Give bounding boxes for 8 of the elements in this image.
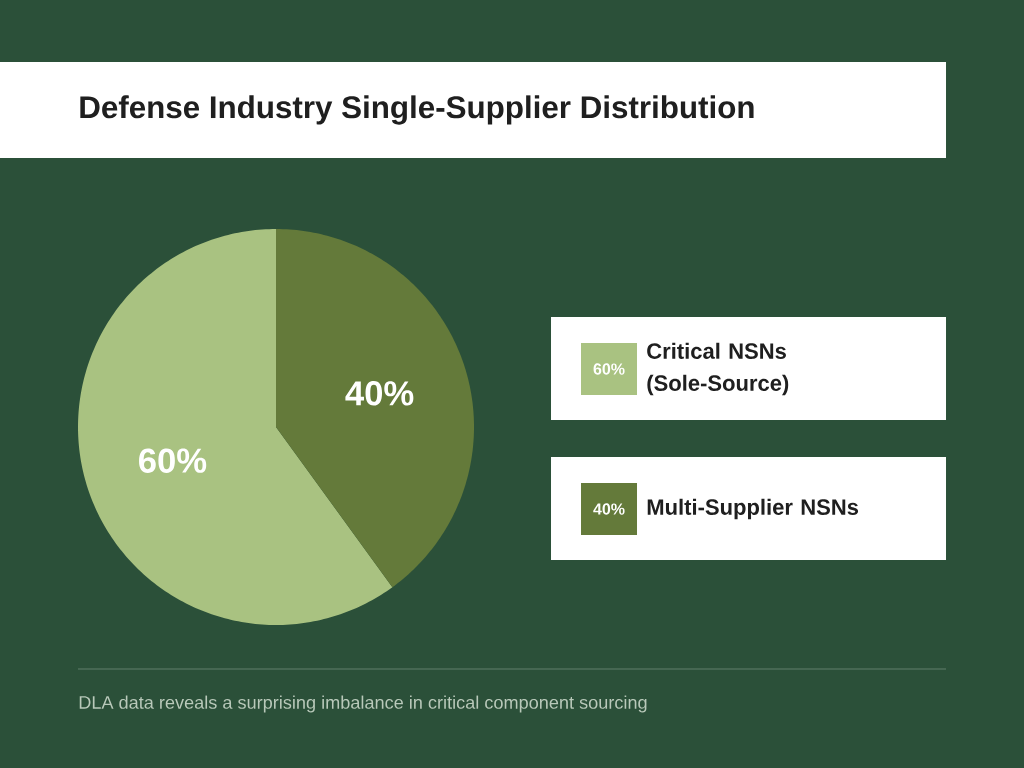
text: 40% [593, 503, 625, 515]
data-label: 40% [345, 381, 414, 406]
text: DLA data reveals a surprising imbalance in critical component sourcing [79, 695, 647, 713]
data-label: 60% [139, 448, 207, 473]
legend-label: Multi-Supplier NSNs [647, 498, 859, 520]
legend-label: Critical NSNs (Sole-Source) [647, 342, 789, 396]
chart-title: Defense Industry Single-Supplier Distribution [80, 95, 754, 125]
text: 60% [593, 363, 625, 375]
